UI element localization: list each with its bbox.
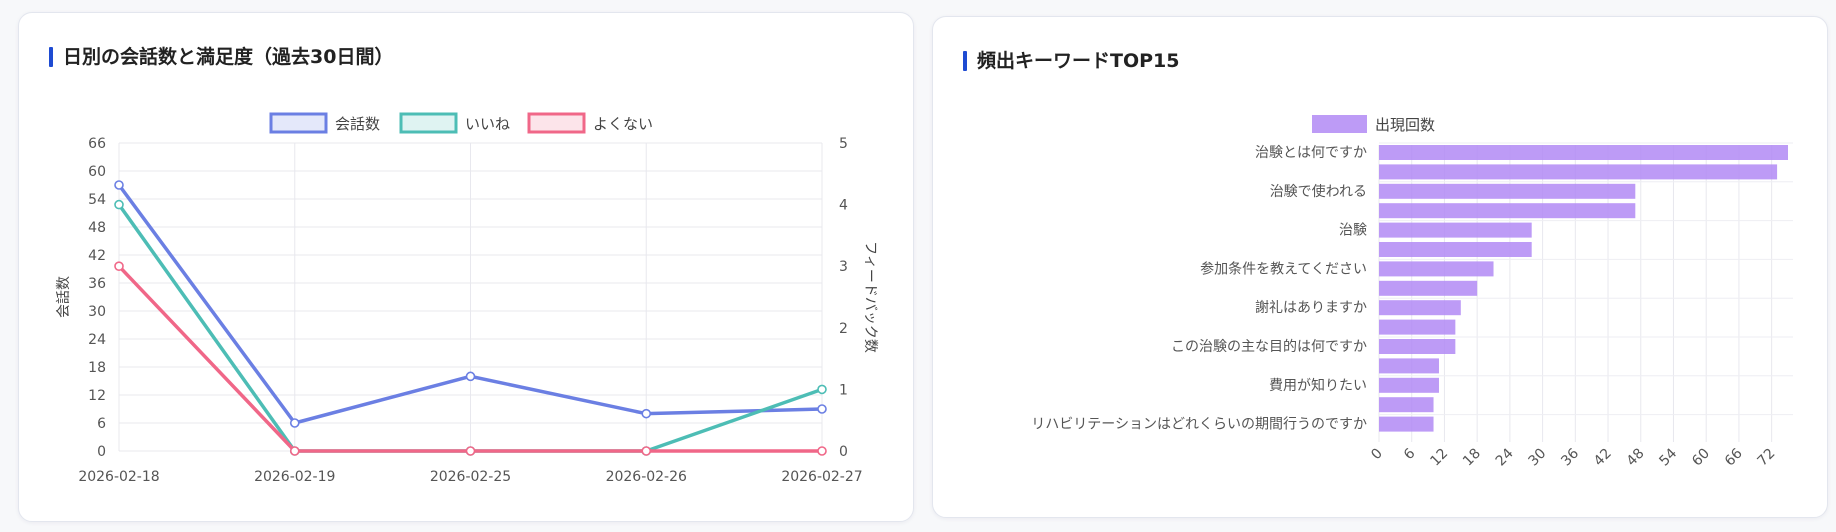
x-tick-label: 12 <box>1427 446 1451 470</box>
keyword-label: 治験とは何ですか <box>1255 145 1367 161</box>
data-point <box>817 404 827 414</box>
y2-axis-title: フィードバック数 <box>862 241 878 353</box>
y-tick-label: 48 <box>88 220 106 236</box>
y2-tick-label: 4 <box>839 198 848 214</box>
data-point <box>465 371 476 382</box>
y-tick-label: 36 <box>88 276 106 292</box>
keyword-bar <box>1379 416 1434 432</box>
legend-swatch <box>1312 115 1367 133</box>
y-tick-label: 66 <box>88 136 106 152</box>
legend-label: いいね <box>465 115 510 133</box>
keyword-label: 参加条件を教えてください <box>1200 260 1367 277</box>
data-point <box>641 408 652 419</box>
data-point <box>465 446 476 456</box>
keywords-bar-chart: 0 6 12 18 24 30 36 42 48 54 60 66 72 治験とは何ですか治験で使われる治… <box>1031 115 1793 470</box>
y-tick-label: 6 <box>97 416 106 432</box>
keywords-chart-title: 頻出キーワードTOP15 <box>963 49 1179 73</box>
keywords-card: 頻出キーワードTOP15 0 6 12 18 24 30 36 42 48 54 60 66 72 治験と… <box>932 16 1828 518</box>
x-tick-label: 2026-02-19 <box>254 469 335 485</box>
data-point <box>289 446 300 456</box>
keyword-bar <box>1379 164 1778 180</box>
keyword-bar <box>1379 203 1636 219</box>
x-tick-label: 18 <box>1460 446 1484 470</box>
daily-conversations-card: 日別の会話数と満足度（過去30日間） 66 60 54 48 42 36 30 24 18 12 6… <box>18 12 914 522</box>
legend-swatch <box>269 112 328 134</box>
keyword-bar <box>1379 280 1478 296</box>
legend-label: 会話数 <box>335 115 380 133</box>
y-tick-label: 54 <box>88 192 106 208</box>
keyword-label: 治験 <box>1339 223 1367 239</box>
x-tick-label: 2026-02-25 <box>430 469 511 485</box>
y2-tick-label: 1 <box>839 382 848 398</box>
x-tick-label: 60 <box>1689 446 1713 470</box>
legend-label: よくない <box>593 115 653 133</box>
keyword-bar <box>1379 242 1532 257</box>
y-tick-label: 0 <box>97 444 106 460</box>
x-tick-label: 2026-02-26 <box>606 469 687 485</box>
keyword-label: この治験の主な目的は何ですか <box>1171 339 1367 355</box>
y-tick-label: 42 <box>88 248 106 264</box>
keyword-bar <box>1379 183 1636 199</box>
y-tick-label: 60 <box>88 164 106 180</box>
x-tick-label: 0 <box>1368 446 1386 464</box>
keyword-bar <box>1379 261 1494 277</box>
y2-tick-label: 3 <box>839 259 848 275</box>
legend-label: 出現回数 <box>1375 116 1435 134</box>
y2-tick-label: 5 <box>839 136 848 152</box>
keyword-bar <box>1379 319 1456 335</box>
keyword-bar <box>1379 358 1439 374</box>
data-point <box>289 418 300 428</box>
y-tick-label: 30 <box>88 304 106 320</box>
y-tick-label: 12 <box>88 388 106 404</box>
keyword-bar <box>1379 339 1456 354</box>
keyword-bar <box>1379 397 1434 413</box>
data-point <box>641 446 652 456</box>
data-point <box>114 261 124 271</box>
y2-tick-label: 0 <box>839 444 848 460</box>
keyword-bar <box>1379 145 1788 160</box>
keyword-label: リハビリテーションはどれくらいの期間行うのですか <box>1031 417 1367 433</box>
x-tick-label: 42 <box>1591 446 1615 470</box>
keyword-label: 費用が知りたい <box>1269 377 1367 394</box>
y-axis-title: 会話数 <box>55 276 72 318</box>
x-tick-label: 24 <box>1493 445 1517 469</box>
data-point <box>114 199 124 210</box>
x-tick-label: 6 <box>1401 445 1419 463</box>
keyword-bar <box>1379 300 1461 316</box>
legend-swatch <box>527 112 586 134</box>
y-tick-label: 18 <box>88 360 106 376</box>
data-point <box>817 446 827 456</box>
keyword-bar <box>1379 222 1532 238</box>
x-tick-label: 36 <box>1558 445 1582 469</box>
keyword-bar <box>1379 377 1439 393</box>
x-tick-label: 48 <box>1624 446 1648 470</box>
data-point <box>817 384 827 395</box>
legend-swatch <box>399 112 458 134</box>
daily-chart-title: 日別の会話数と満足度（過去30日間） <box>49 45 393 69</box>
x-tick-label: 2026-02-18 <box>78 469 159 485</box>
x-tick-label: 30 <box>1526 446 1550 470</box>
keyword-label: 謝礼はありますか <box>1255 300 1367 316</box>
x-tick-label: 2026-02-27 <box>781 469 862 485</box>
x-tick-label: 66 <box>1722 445 1746 469</box>
x-tick-label: 72 <box>1755 446 1779 470</box>
keyword-label: 治験で使われる <box>1270 183 1367 200</box>
y2-tick-label: 2 <box>839 321 848 337</box>
data-point <box>114 180 124 190</box>
y-tick-label: 24 <box>88 332 106 348</box>
x-tick-label: 54 <box>1656 445 1680 469</box>
